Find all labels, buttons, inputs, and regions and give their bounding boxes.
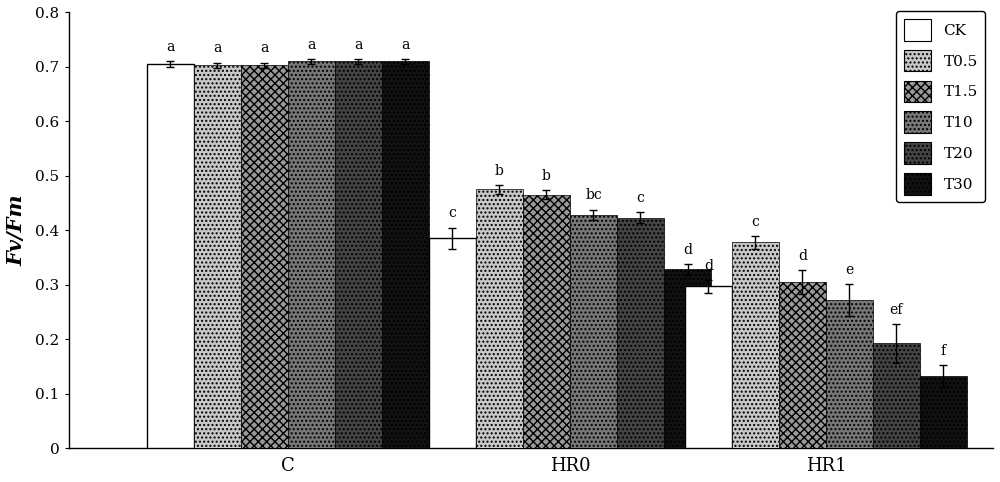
Text: a: a [213,41,222,55]
Text: c: c [751,214,759,228]
Bar [920,375,967,448]
Text: d: d [798,249,807,263]
Text: f: f [941,344,946,358]
Text: c: c [449,206,456,220]
Bar [241,65,288,448]
Bar [194,65,241,448]
Bar [570,215,617,448]
Bar [476,189,523,448]
Text: a: a [166,40,175,54]
Text: ef: ef [890,303,903,317]
Text: a: a [307,38,316,52]
Text: bc: bc [585,188,602,202]
Bar [779,282,826,448]
Bar [147,64,194,448]
Bar [335,61,382,448]
Text: a: a [260,41,269,55]
Text: a: a [354,38,363,52]
Legend: CK, T0.5, T1.5, T10, T20, T30: CK, T0.5, T1.5, T10, T20, T30 [896,12,985,202]
Y-axis label: Fv/Fm: Fv/Fm [7,194,27,266]
Bar [382,61,429,448]
Bar [429,239,476,448]
Bar [685,286,732,448]
Text: b: b [495,164,504,178]
Text: e: e [845,263,854,277]
Text: a: a [401,38,410,52]
Bar [873,344,920,448]
Bar [732,242,779,448]
Bar [617,218,664,448]
Text: d: d [704,259,713,273]
Text: b: b [542,169,551,184]
Bar [288,61,335,448]
Text: c: c [637,191,644,205]
Text: d: d [683,243,692,257]
Bar [826,300,873,448]
Bar [523,195,570,448]
Bar [664,269,711,448]
